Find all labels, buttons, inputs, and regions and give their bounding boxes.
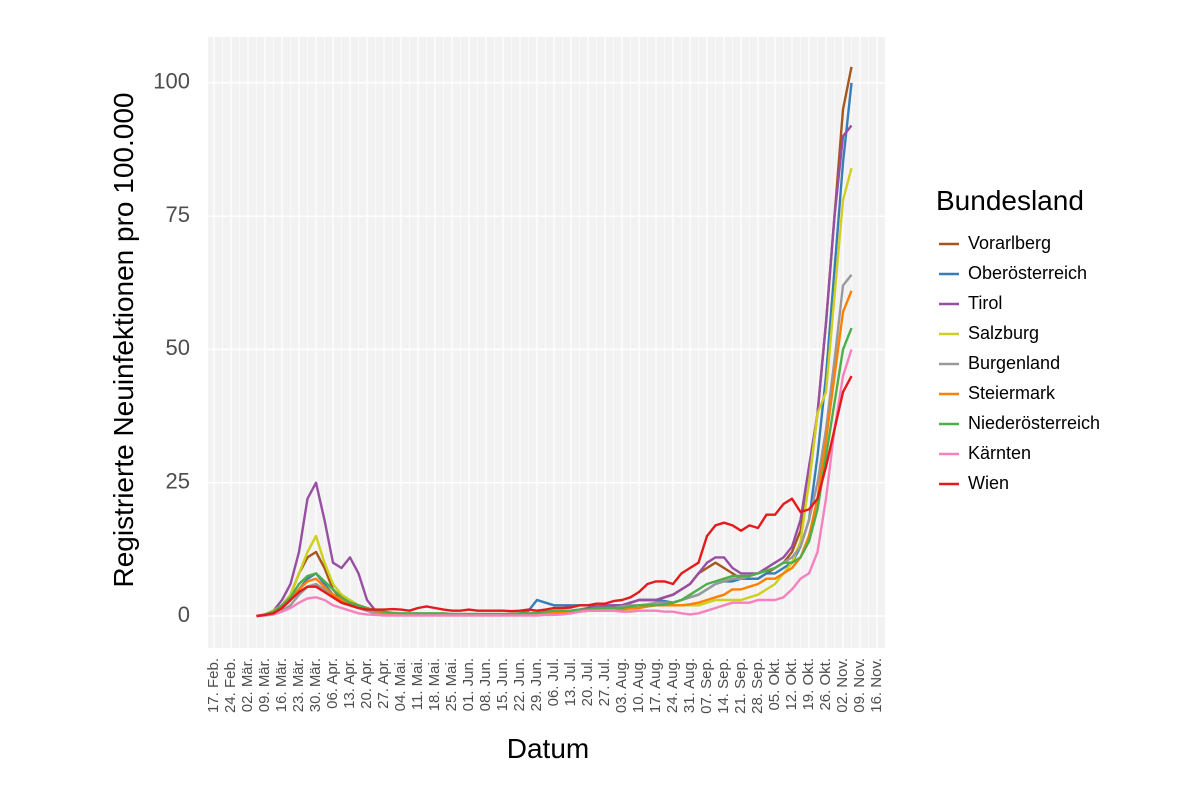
x-tick-label: 23. Mär. (290, 658, 307, 712)
series-line (256, 327, 853, 618)
x-tick-label: 13. Jul. (562, 658, 579, 706)
x-tick-label: 10. Aug. (630, 658, 647, 713)
y-axis-title: Registrierte Neuinfektionen pro 100.000 (108, 93, 139, 588)
x-tick-label: 15. Jun. (494, 658, 511, 711)
plot-panel (208, 37, 885, 648)
y-tick-label: 100 (153, 69, 190, 94)
x-tick-label: 25. Mai. (443, 658, 460, 711)
x-tick-label: 20. Jul. (579, 658, 596, 706)
x-tick-label: 20. Apr. (358, 658, 375, 709)
x-tick-label: 27. Apr. (375, 658, 392, 709)
x-tick-label: 02. Mär. (239, 658, 256, 712)
x-tick-label: 17. Feb. (205, 658, 222, 713)
x-tick-label: 09. Mär. (256, 658, 273, 712)
x-tick-label: 13. Apr. (341, 658, 358, 709)
legend-label: Vorarlberg (968, 233, 1051, 253)
x-tick-label: 22. Jun. (511, 658, 528, 711)
legend-label: Oberösterreich (968, 263, 1087, 283)
series-line (256, 375, 853, 618)
x-tick-label: 12. Okt. (783, 658, 800, 711)
x-tick-label: 28. Sep. (749, 658, 766, 714)
x-axis-title: Datum (507, 733, 589, 764)
legend-label: Wien (968, 473, 1009, 493)
x-tick-label: 04. Mai. (392, 658, 409, 711)
y-tick-label: 0 (178, 602, 190, 627)
x-tick-label: 16. Mär. (273, 658, 290, 712)
x-tick-label: 06. Jul. (545, 658, 562, 706)
x-tick-label: 17. Aug. (647, 658, 664, 713)
series-line (256, 349, 853, 618)
x-tick-label: 27. Jul. (596, 658, 613, 706)
x-tick-label: 05. Okt. (766, 658, 783, 711)
x-tick-label: 02. Nov. (834, 658, 851, 713)
legend-label: Tirol (968, 293, 1002, 313)
x-tick-label: 26. Okt. (817, 658, 834, 711)
legend: Vorarlberg Oberösterreich Tirol Salzburg Bur… (939, 233, 1100, 493)
x-tick-label: 19. Okt. (800, 658, 817, 711)
x-tick-label: 09. Nov. (851, 658, 868, 713)
y-tick-label: 25 (166, 469, 190, 494)
x-tick-label: 30. Mär. (307, 658, 324, 712)
x-tick-label: 11. Mai. (409, 658, 426, 710)
x-tick-label: 14. Sep. (715, 658, 732, 714)
x-tick-label: 06. Apr. (324, 658, 341, 709)
x-tick-label: 18. Mai. (426, 658, 443, 711)
x-tick-label: 24. Feb. (222, 658, 239, 713)
x-tick-label: 03. Aug. (613, 658, 630, 713)
legend-title: Bundesland (936, 185, 1084, 216)
x-tick-label: 21. Sep. (732, 658, 749, 714)
x-tick-label: 31. Aug. (681, 658, 698, 713)
x-tick-label: 24. Aug. (664, 658, 681, 713)
axes: 17. Feb. 24. Feb. 02. Mär. 09. Mär. 16. Mär.… (153, 69, 885, 714)
x-tick-label: 16. Nov. (868, 658, 885, 713)
legend-label: Niederösterreich (968, 413, 1100, 433)
x-tick-label: 07. Sep. (698, 658, 715, 714)
lines (256, 66, 853, 618)
x-tick-label: 08. Jun. (477, 658, 494, 711)
y-tick-label: 75 (166, 202, 190, 227)
x-tick-label: 01. Jun. (460, 658, 477, 711)
legend-label: Salzburg (968, 323, 1039, 343)
x-tick-label: 29. Jun. (528, 658, 545, 711)
legend-label: Kärnten (968, 443, 1031, 463)
legend-label: Burgenland (968, 353, 1060, 373)
y-tick-label: 50 (166, 335, 190, 360)
legend-label: Steiermark (968, 383, 1056, 403)
